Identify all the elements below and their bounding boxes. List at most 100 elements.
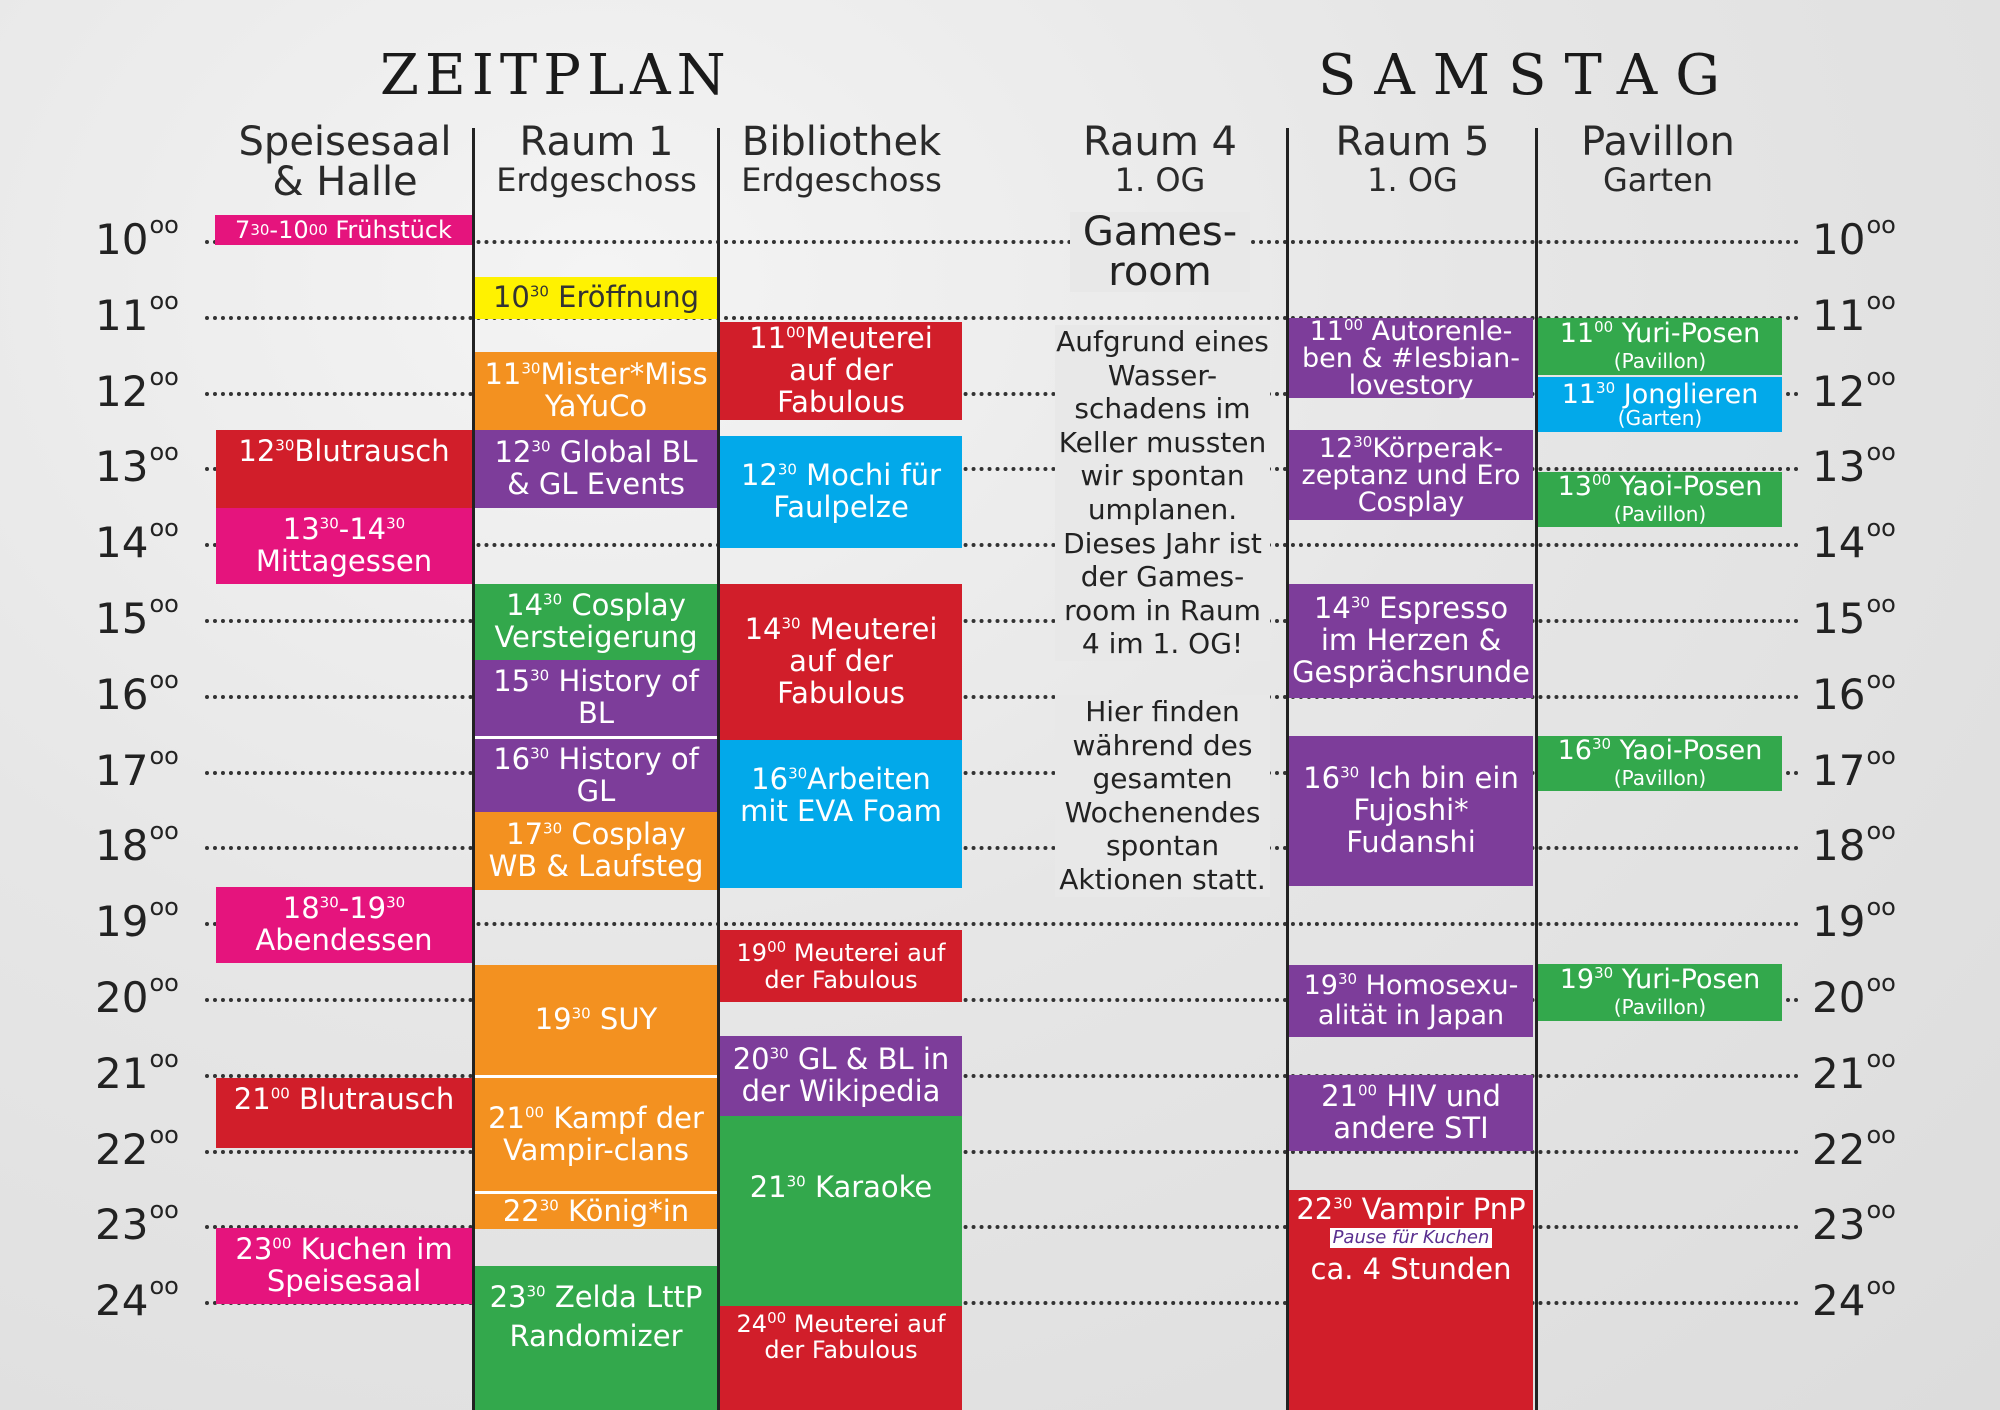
time: 14	[506, 588, 544, 623]
divider	[1286, 128, 1289, 1410]
hour-label: 14oo	[1812, 514, 1896, 568]
event-title: Zelda LttP Randomizer	[509, 1280, 703, 1354]
event-title: Frühstück	[335, 215, 452, 244]
time: 13	[282, 512, 320, 547]
event-kuchen[interactable]: 2300 Kuchen im Speisesaal	[216, 1228, 472, 1304]
event-koenig[interactable]: 2230 König*in	[475, 1191, 717, 1229]
hour-label: 16oo	[1812, 665, 1896, 719]
event-meuterei-2[interactable]: 1430 Meuterei auf der Fabulous	[720, 584, 962, 740]
time: 21	[488, 1100, 526, 1135]
col-name: Raum 5	[1335, 119, 1490, 165]
time-min: 30	[1353, 432, 1373, 451]
event-history-gl[interactable]: 1630 History of GL	[475, 736, 717, 812]
time-min: 30	[275, 436, 295, 455]
event-yaoi-2[interactable]: 1630 Yaoi-Posen (Pavillon)	[1538, 736, 1782, 791]
event-title: Yaoi-Posen	[1619, 735, 1763, 767]
gamesroom-info-2: Hier finden während des gesamten Wochene…	[1055, 695, 1270, 897]
time: 10	[492, 280, 530, 315]
event-meuterei-3[interactable]: 1900 Meuterei auf der Fabulous	[720, 930, 962, 1002]
time: -19	[338, 891, 387, 926]
time: 22	[1296, 1192, 1334, 1226]
event-abendessen[interactable]: 1830-1930 Abendessen	[216, 887, 472, 963]
event-blutrausch-2[interactable]: 2100 Blutrausch	[216, 1078, 472, 1148]
time-min: 00	[1343, 315, 1364, 334]
event-yuri-2[interactable]: 1930 Yuri-Posen (Pavillon)	[1538, 964, 1782, 1021]
event-eroeffnung[interactable]: 1030 Eröffnung	[475, 277, 717, 319]
time: 11	[484, 357, 522, 392]
time-min: 30	[543, 590, 563, 609]
time: 21	[233, 1082, 271, 1116]
time-min: 30	[543, 819, 563, 838]
event-autoren[interactable]: 1100 Autorenle-ben & #lesbian-lovestory	[1289, 315, 1533, 399]
event-homosexualitaet[interactable]: 1930 Homosexu-alität in Japan	[1289, 965, 1533, 1037]
hour-label: 18oo	[1812, 817, 1896, 871]
time-min: 30	[1333, 1194, 1353, 1213]
event-duration: ca. 4 Stunden	[1310, 1251, 1512, 1286]
event-title: HIV und andere STI	[1333, 1079, 1501, 1145]
event-title: Kampf der Vampir-clans	[503, 1100, 704, 1167]
event-versteigerung[interactable]: 1430 Cosplay Versteigerung	[475, 584, 717, 660]
title-right: Samstag	[1318, 40, 1738, 108]
event-title: Blutrausch	[294, 434, 450, 468]
event-mister-miss[interactable]: 1130Mister*Miss YaYuCo	[475, 352, 717, 430]
hour-line	[205, 1225, 1800, 1230]
col-sub: Erdgeschoss	[496, 161, 697, 199]
hour-label: 10oo	[1812, 211, 1896, 264]
event-jonglieren[interactable]: 1130 Jonglieren (Garten)	[1538, 377, 1782, 432]
event-meuterei-4[interactable]: 2400 Meuterei auf der Fabulous	[720, 1306, 962, 1410]
hour-label: 19oo	[1812, 893, 1896, 947]
event-title: Yuri-Posen	[1621, 964, 1761, 996]
gamesroom-title: Games-room	[1070, 212, 1250, 292]
event-title: Mittagessen	[255, 544, 433, 578]
event-title: Mister*Miss YaYuCo	[540, 357, 708, 423]
time-min: 00	[1591, 471, 1612, 490]
event-blutrausch-1[interactable]: 1230Blutrausch	[216, 430, 472, 508]
event-eva-foam[interactable]: 1630Arbeiten mit EVA Foam	[720, 740, 962, 888]
event-fruehstueck[interactable]: 7 30 -10 00 Frühstück	[215, 215, 472, 245]
event-zelda[interactable]: 2330 Zelda LttP Randomizer	[475, 1266, 717, 1410]
col-name: Raum 4	[1083, 119, 1237, 165]
hour-label: 21oo	[95, 1044, 179, 1098]
event-suy[interactable]: 1930 SUY	[475, 965, 717, 1075]
event-karaoke[interactable]: 2130 Karaoke	[720, 1116, 962, 1306]
time-min: 00	[525, 1102, 545, 1121]
event-mochi[interactable]: 1230 Mochi für Faulpelze	[720, 436, 962, 548]
event-title: Espresso im Herzen & Gesprächsrunde	[1292, 591, 1530, 689]
hour-label: 24oo	[95, 1272, 179, 1326]
event-kampf[interactable]: 2100 Kampf der Vampir-clans	[475, 1075, 717, 1191]
event-global[interactable]: 1230 Global BL & GL Events	[475, 430, 717, 508]
time: 15	[493, 664, 531, 699]
event-fujoshi[interactable]: 1630 Ich bin ein Fujoshi* Fudanshi	[1289, 736, 1533, 886]
col-sub: & Halle	[272, 159, 418, 205]
hour-line	[205, 922, 1800, 927]
gamesroom-info: Aufgrund eines Wasser-schadens im Keller…	[1055, 325, 1270, 661]
col-name: Raum 1	[519, 119, 674, 165]
time: 13	[1557, 471, 1592, 503]
hour-line	[205, 467, 1800, 472]
event-title: Cosplay WB & Laufsteg	[488, 817, 704, 883]
event-hiv[interactable]: 2100 HIV und andere STI	[1289, 1075, 1533, 1151]
time: 23	[489, 1280, 527, 1314]
time-min: 30	[769, 1044, 789, 1063]
event-history-bl[interactable]: 1530 History of BL	[475, 660, 717, 736]
event-vampir-pnp[interactable]: 2230 Vampir PnP Pause für Kuchen ca. 4 S…	[1289, 1190, 1533, 1410]
event-title: Karaoke	[814, 1170, 933, 1204]
event-cosplay-wb[interactable]: 1730 Cosplay WB & Laufsteg	[475, 812, 717, 890]
event-mittagessen[interactable]: 1330-1430 Mittagessen	[216, 508, 472, 584]
event-yaoi-1[interactable]: 1300 Yaoi-Posen (Pavillon)	[1538, 472, 1782, 527]
event-meuterei-1[interactable]: 1100Meuterei auf der Fabulous	[720, 322, 962, 420]
title-right-text: Samstag	[1318, 43, 1738, 108]
event-koerper[interactable]: 1230Körperak-zeptanz und Ero Cosplay	[1289, 430, 1533, 520]
event-title: Homosexu-alität in Japan	[1317, 970, 1519, 1031]
time-min: 00	[272, 1234, 292, 1253]
time: 21	[749, 1170, 787, 1204]
hour-label: 20oo	[1812, 969, 1896, 1022]
event-espresso[interactable]: 1430 Espresso im Herzen & Gesprächsrunde	[1289, 584, 1533, 698]
event-yuri-1[interactable]: 1100 Yuri-Posen (Pavillon)	[1538, 318, 1782, 375]
time-min: 00	[308, 220, 328, 239]
col-head-raum5: Raum 5 1. OG	[1290, 122, 1535, 196]
time-min: 30	[781, 614, 801, 633]
event-wikipedia[interactable]: 2030 GL & BL in der Wikipedia	[720, 1036, 962, 1116]
col-name: Pavillon	[1581, 119, 1735, 165]
hour-label: 13oo	[1812, 438, 1896, 492]
